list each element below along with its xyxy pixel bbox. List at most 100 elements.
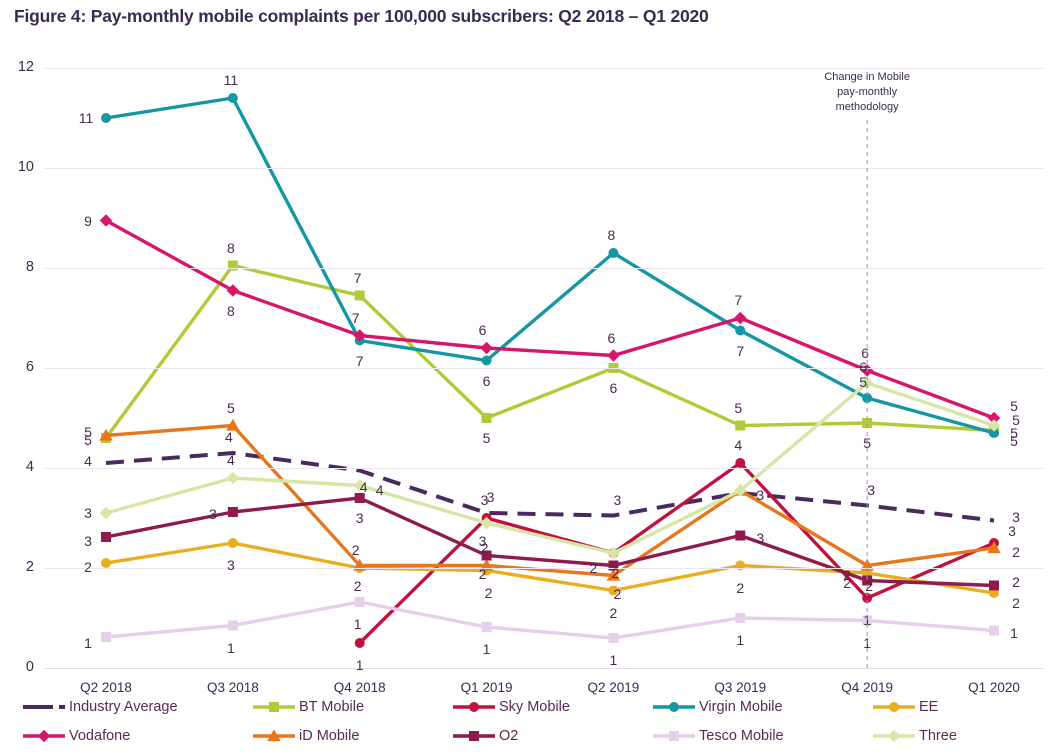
legend-item-tesco_mobile[interactable]: Tesco Mobile [652,728,784,744]
x-tick-label: Q3 2018 [206,680,259,695]
data-point-sky_mobile [862,593,873,603]
x-tick-label: Q4 2019 [841,680,894,695]
y-tick-label: 12 [17,59,34,75]
data-point-o2 [227,507,238,517]
annotation-line-3: methodology [835,100,899,113]
legend-label-virgin_mobile: Virgin Mobile [699,699,783,715]
legend-swatch-id_mobile [252,728,296,744]
legend-label-three: Three [919,728,957,744]
data-point-three [987,419,1001,432]
data-point-virgin_mobile [227,93,238,103]
legend-item-o2[interactable]: O2 [452,728,518,744]
data-point-o2 [862,575,873,586]
data-point-bt_mobile [227,260,238,271]
data-point-sky_mobile [354,638,365,648]
data-point-o2 [989,580,999,591]
data-point-virgin_mobile [989,428,999,438]
data-point-virgin_mobile [481,355,492,366]
data-point-vodafone [607,349,620,362]
legend-item-sky_mobile[interactable]: Sky Mobile [452,699,570,715]
data-point-o2 [735,530,746,541]
annotation-line-1: Change in Mobile [824,71,910,83]
y-tick-label: 6 [25,359,34,375]
data-point-id_mobile [987,541,1001,554]
legend-swatch-vodafone [22,728,66,744]
data-point-three [99,506,113,520]
data-point-virgin_mobile [101,113,111,123]
series-line-three [105,381,995,555]
data-point-ee [101,558,111,568]
gridline [44,568,1044,569]
gridline [44,368,1044,369]
data-point-virgin_mobile [862,393,873,403]
y-tick-label: 4 [25,459,34,475]
data-point-id_mobile [99,428,113,441]
legend-label-bt_mobile: BT Mobile [299,699,365,715]
data-point-o2 [101,532,111,542]
series-vodafone [99,214,1001,425]
data-point-vodafone [987,411,1001,425]
data-point-virgin_mobile [608,248,619,258]
legend-item-bt_mobile[interactable]: BT Mobile [252,699,364,715]
plot-region: 0 2 4 6 8 10 12 4 4 4 3 3 3 3 5 8 7 5 6 5 5 5 1 3 2 4 1 3 11 11 7 6 8 7 5… [18,59,1044,695]
x-tick-label: Q1 2020 [968,680,1020,695]
data-point-three [607,546,620,560]
data-point-bt_mobile [481,413,492,423]
legend-item-vodafone[interactable]: Vodafone [22,728,130,744]
x-tick-label: Q4 2018 [333,680,386,695]
y-tick-label: 0 [25,659,34,675]
series-line-tesco_mobile [105,600,995,640]
legend-swatch-tesco_mobile [652,728,696,744]
series-tesco_mobile [101,597,999,643]
x-tick-label: Q2 2019 [587,680,640,695]
data-point-id_mobile [606,568,621,581]
data-point-ee [608,585,619,596]
gridline [44,668,1044,669]
gridline [44,68,1044,69]
x-tick-label: Q3 2019 [714,680,767,695]
series-line-bt_mobile [104,263,995,440]
data-point-virgin_mobile [735,325,746,336]
series-line-sky_mobile [358,461,995,645]
data-point-o2 [608,560,619,571]
series-line-o2 [105,496,995,588]
data-point-tesco_mobile [227,620,238,631]
legend-label-vodafone: Vodafone [69,728,131,744]
data-point-three [734,484,747,497]
methodology-annotation: Change in Mobile pay-monthly methodology [792,70,942,115]
data-point-ee [227,538,238,548]
legend-label-id_mobile: iD Mobile [299,728,360,744]
legend-item-id_mobile[interactable]: iD Mobile [252,728,359,744]
data-point-tesco_mobile [862,615,873,626]
series-line-virgin_mobile [105,96,995,435]
data-point-bt_mobile [354,290,365,301]
series-line-vodafone [105,219,995,420]
data-point-vodafone [99,214,113,227]
legend-swatch-sky_mobile [452,699,496,715]
legend-item-virgin_mobile[interactable]: Virgin Mobile [652,699,783,715]
legend-item-industry_average[interactable]: Industry Average [22,699,178,715]
data-point-three [226,471,240,485]
data-point-tesco_mobile [481,622,492,632]
legend-swatch-industry_average [22,699,66,715]
series-id_mobile [99,418,1001,581]
legend-item-three[interactable]: Three [872,728,957,744]
data-point-o2 [354,493,365,503]
data-point-o2 [481,550,492,561]
y-tick-label: 8 [25,259,34,275]
page-title: Figure 4: Pay-monthly mobile complaints … [14,6,709,26]
legend: Industry Average BT Mobile Sky Mobile Virgi… [0,696,1054,756]
legend-label-o2: O2 [499,728,519,744]
gridline [44,168,1044,169]
data-point-ee [735,560,746,571]
legend-label-sky_mobile: Sky Mobile [499,699,570,715]
data-point-sky_mobile [735,458,746,468]
legend-swatch-virgin_mobile [652,699,696,715]
series-line-industry_average [105,451,995,523]
data-point-vodafone [860,364,874,377]
y-tick-label: 10 [17,159,34,175]
legend-item-ee[interactable]: EE [872,699,938,715]
data-point-vodafone [353,329,366,342]
legend-swatch-ee [872,699,916,715]
